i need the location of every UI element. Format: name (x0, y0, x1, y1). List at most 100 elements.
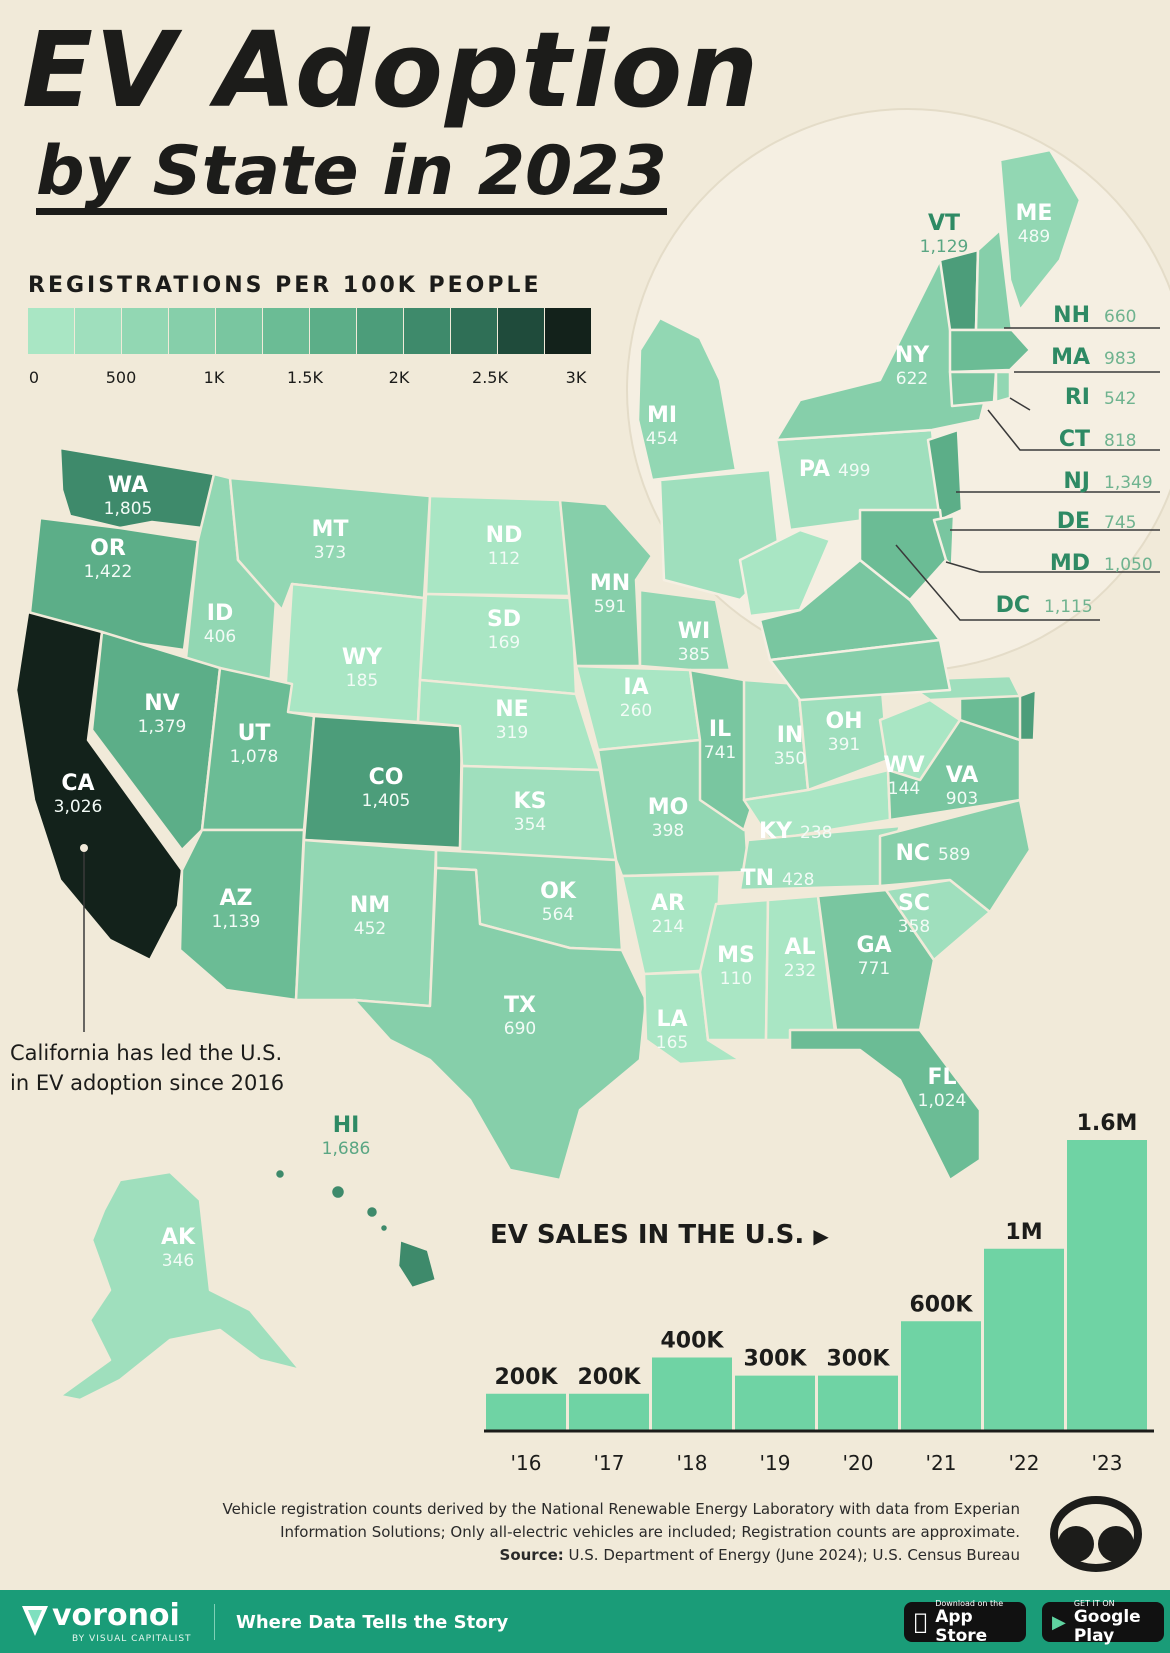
zoom-state-RI (994, 370, 1012, 404)
legend-swatch (498, 308, 544, 354)
app-store-button[interactable]:  Download on the App Store (904, 1599, 1026, 1645)
zoom-state-CT (948, 370, 998, 408)
state-value-mn: 591 (594, 597, 626, 617)
bar-category-label: '18 (677, 1451, 708, 1475)
leader-RI (1009, 397, 1031, 411)
state-value-nm: 452 (354, 919, 386, 939)
state-TX (352, 866, 648, 1182)
bar (818, 1375, 898, 1430)
state-value-hi: 1,686 (322, 1139, 371, 1159)
state-HI-big-island (396, 1238, 438, 1290)
bar-category-label: '17 (594, 1451, 625, 1475)
zoom-state-MI (636, 316, 738, 482)
source-text: U.S. Department of Energy (June 2024); U… (563, 1546, 1020, 1564)
bar-category-label: '20 (843, 1451, 874, 1475)
apple-icon:  (914, 1610, 927, 1635)
state-code-oh: OH (825, 709, 862, 734)
state-value-ak: 346 (162, 1251, 194, 1271)
leader-MD (945, 561, 1160, 573)
bar-category-label: '21 (926, 1451, 957, 1475)
state-value-sc: 358 (898, 917, 930, 937)
leader-CT (987, 409, 1160, 451)
state-HI-island (273, 1167, 287, 1181)
voronoi-logo-icon (22, 1606, 48, 1636)
app-store-small: Download on the (922, 1598, 1003, 1608)
state-code-ia: IA (623, 675, 648, 700)
state-value-va: 903 (946, 789, 978, 809)
bar-value-label: 200K (578, 1365, 642, 1390)
state-code-ne: NE (495, 697, 528, 722)
state-value-ma: 983 (1104, 349, 1136, 369)
bar-value-label: 400K (661, 1329, 725, 1354)
state-value-sd: 169 (488, 633, 520, 653)
state-value-tx: 690 (504, 1019, 536, 1039)
state-HI-island (378, 1222, 390, 1234)
legend-swatch (545, 308, 591, 354)
state-code-mi: MI (647, 403, 677, 428)
google-play-button[interactable]: ▶ GET IT ON Google Play (1042, 1599, 1164, 1645)
state-value-ri: 542 (1104, 389, 1136, 409)
state-code-wy: WY (342, 645, 383, 670)
bar-category-label: '19 (760, 1451, 791, 1475)
bar (735, 1375, 815, 1430)
state-value-al: 232 (784, 961, 816, 981)
bar-category-label: '23 (1092, 1451, 1123, 1475)
state-GA (816, 888, 936, 1032)
state-code-nv: NV (144, 691, 179, 716)
state-value-ny: 622 (896, 369, 928, 389)
brand-sub: BY VISUAL CAPITALIST (72, 1634, 192, 1644)
state-value-wv: 144 (888, 779, 920, 799)
callout-line-2: in EV adoption since 2016 (10, 1071, 285, 1095)
state-value-me: 489 (1018, 227, 1050, 247)
source-note-line-1: Vehicle registration counts derived by t… (222, 1500, 1020, 1518)
zoom-state-ME (998, 148, 1082, 312)
bar (984, 1248, 1064, 1430)
state-code-ky: KY (759, 819, 793, 844)
state-code-hi: HI (333, 1113, 360, 1138)
state-code-tn: TN (741, 866, 774, 891)
footer-tagline: Where Data Tells the Story (236, 1612, 509, 1633)
state-value-oh: 391 (828, 735, 860, 755)
source-note: Vehicle registration counts derived by t… (140, 1498, 1020, 1567)
state-CA (14, 610, 184, 962)
zoom-state-NC (768, 638, 952, 702)
chart-title-text: EV SALES IN THE U.S. (490, 1220, 805, 1250)
state-value-nc: 589 (938, 845, 970, 865)
state-value-ms: 110 (720, 969, 752, 989)
state-value-wy: 185 (346, 671, 378, 691)
google-play-text: GET IT ON Google Play (1074, 1599, 1154, 1646)
state-code-ms: MS (717, 943, 755, 968)
state-NJ-main (1018, 688, 1038, 742)
state-FL (788, 1028, 982, 1182)
state-code-in: IN (777, 723, 804, 748)
state-code-tx: TX (504, 993, 536, 1018)
brand-name[interactable]: voronoi (52, 1598, 180, 1633)
state-MS (698, 898, 770, 1042)
legend-tick: 2.5K (472, 368, 508, 387)
state-code-va: VA (946, 763, 979, 788)
state-value-ut: 1,078 (230, 747, 279, 767)
state-value-tn: 428 (782, 870, 814, 890)
state-code-ri: RI (1065, 385, 1090, 410)
bar-category-label: '16 (511, 1451, 542, 1475)
ev-sales-chart-title: EV SALES IN THE U.S. ▶ (490, 1220, 829, 1250)
legend-swatch (310, 308, 356, 354)
state-code-mn: MN (590, 571, 630, 596)
bar-category-label: '22 (1009, 1451, 1040, 1475)
state-code-me: ME (1016, 201, 1053, 226)
state-code-ga: GA (856, 933, 891, 958)
state-code-wa: WA (108, 473, 148, 498)
bar-value-label: 200K (495, 1365, 559, 1390)
state-code-dc: DC (996, 593, 1030, 618)
google-play-small: GET IT ON (1073, 1598, 1115, 1608)
state-AK (58, 1170, 302, 1402)
state-code-ca: CA (61, 771, 94, 796)
state-code-md: MD (1050, 551, 1090, 576)
state-code-nj: NJ (1063, 469, 1090, 494)
app-store-text: Download on the App Store (935, 1599, 1016, 1646)
state-value-in: 350 (774, 749, 806, 769)
zoom-state-DE (932, 514, 956, 568)
legend-swatch (216, 308, 262, 354)
bar (569, 1393, 649, 1430)
